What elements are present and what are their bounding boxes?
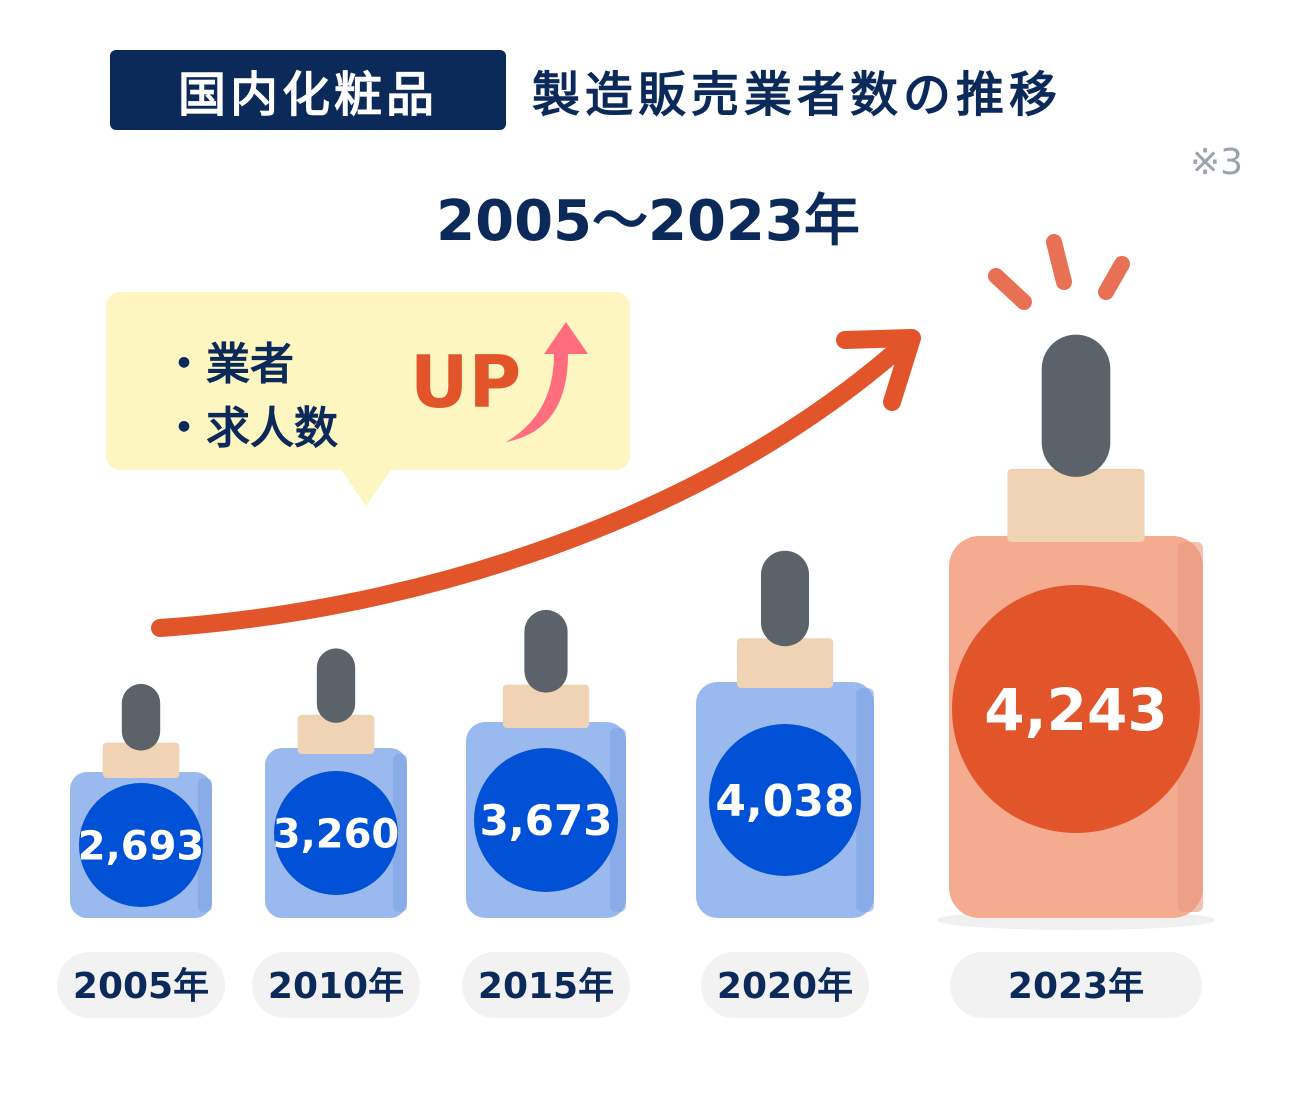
- bar-bottle-collar: [102, 742, 180, 778]
- bar-bottle-dropper: [760, 550, 810, 647]
- callout-item-companies: ・業者: [162, 339, 294, 390]
- trend-arrow-icon: [151, 329, 921, 637]
- bar-bottle-collar: [502, 684, 590, 728]
- bar-bottle-dropper: [524, 609, 568, 693]
- category-pill: [950, 952, 1202, 1018]
- bar-value-circle: [474, 748, 618, 892]
- bar-bottle-dropper: [121, 683, 161, 751]
- bar-bottle-3: 4,038 2020年: [696, 550, 874, 1018]
- category-label: 2010年: [268, 966, 404, 1007]
- callout-bubble: ・業者 ・求人数 UP: [106, 292, 630, 470]
- up-arrow-icon: [506, 322, 588, 442]
- category-label: 2005年: [73, 966, 209, 1007]
- bar-bottle-collar: [736, 638, 834, 688]
- bar-value-circle: [952, 585, 1200, 833]
- up-label: UP: [410, 340, 522, 424]
- bar-bottle-collar: [297, 714, 375, 754]
- bar-value-circle: [274, 771, 398, 895]
- bar-value-circle: [709, 724, 861, 876]
- bar-bottle-shade: [856, 688, 874, 912]
- bar-value-label: 2,693: [78, 823, 205, 869]
- category-pill: [252, 952, 420, 1018]
- bar-bottle-shade: [197, 778, 212, 912]
- category-pill: [701, 952, 869, 1018]
- bar-value-label: 4,243: [984, 676, 1167, 744]
- bar-value-label: 3,673: [480, 796, 613, 845]
- bar-bottle-collar: [1007, 468, 1145, 542]
- category-label: 2020年: [717, 966, 853, 1007]
- callout-tail: [340, 468, 392, 506]
- bar-bottle-4: 4,243 2023年: [937, 334, 1215, 1018]
- category-pill: [462, 952, 630, 1018]
- bar-value-label: 3,260: [273, 811, 400, 857]
- callout-item-job-openings: ・求人数: [162, 403, 338, 454]
- bar-bottle-shade: [392, 754, 407, 912]
- bar-bottle-2: 3,673 2015年: [462, 609, 630, 1018]
- bar-value-circle: [79, 783, 203, 907]
- highlight-burst-icon: [988, 234, 1130, 310]
- title-badge: 国内化粧品: [110, 50, 506, 130]
- category-pill: [57, 952, 225, 1018]
- category-label: 2023年: [1008, 966, 1144, 1007]
- bar-bottle-dropper: [316, 648, 356, 723]
- bar-value-label: 4,038: [715, 776, 854, 827]
- page-title: 製造販売業者数の推移: [532, 67, 1063, 123]
- source-note: ※3: [1190, 142, 1244, 183]
- category-label: 2015年: [478, 966, 614, 1007]
- bar-bottle-0: 2,693 2005年: [57, 683, 225, 1018]
- bar-bottle-1: 3,260 2010年: [252, 648, 420, 1018]
- bar-bottle-dropper: [1041, 334, 1111, 477]
- period-label: 2005〜2023年: [436, 189, 860, 254]
